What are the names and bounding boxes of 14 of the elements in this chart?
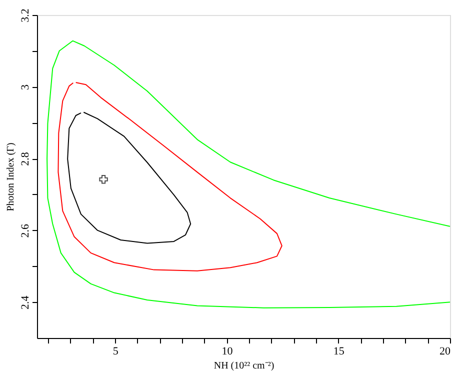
- line-series: [46, 40, 450, 308]
- y-axis-title: Photon Index (Γ): [6, 142, 16, 212]
- line-series: [58, 82, 282, 272]
- y-tick-label: 3: [20, 84, 32, 90]
- y-tick-label: 3.2: [20, 8, 32, 22]
- line-series: [67, 112, 192, 244]
- y-tick-label: 2.8: [20, 152, 32, 166]
- y-tick-label: 2.6: [20, 223, 32, 238]
- y-tick-label: 2.4: [20, 295, 32, 310]
- x-tick-label: 20: [440, 346, 451, 358]
- x-tick-label: 10: [222, 346, 234, 358]
- x-axis-title: NH (10²² cm⁻²): [214, 360, 274, 372]
- x-tick-label: 15: [333, 346, 345, 358]
- x-tick-label: 5: [112, 346, 119, 358]
